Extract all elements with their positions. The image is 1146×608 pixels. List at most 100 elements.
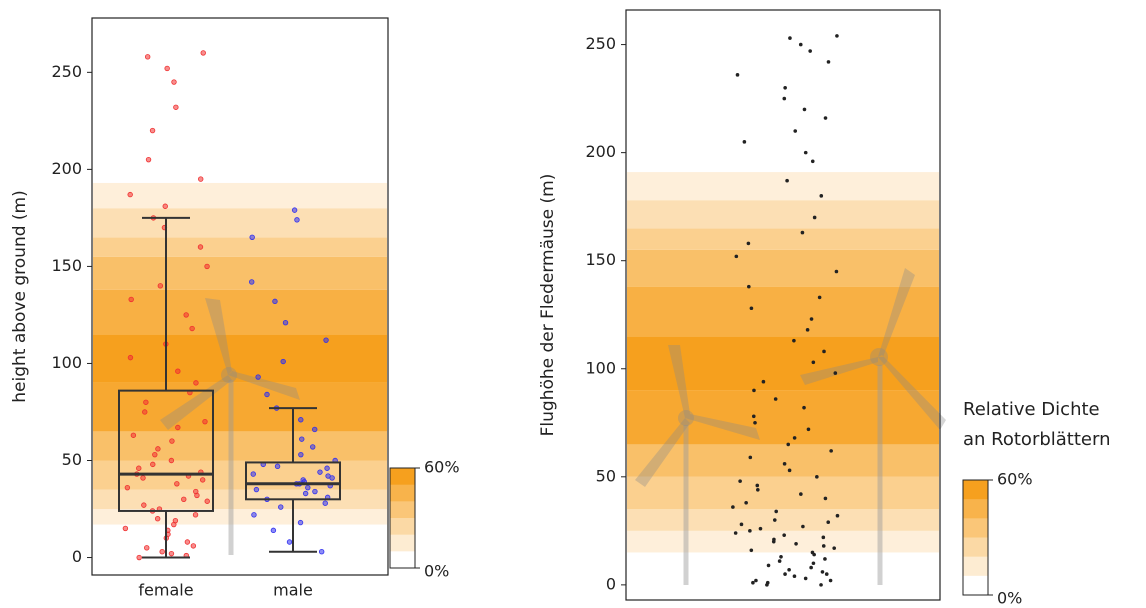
density-band bbox=[93, 237, 387, 257]
data-point bbox=[272, 298, 278, 305]
data-point bbox=[175, 368, 181, 374]
data-point bbox=[739, 522, 744, 527]
data-point bbox=[324, 465, 330, 471]
data-point bbox=[127, 354, 134, 361]
data-point bbox=[811, 360, 816, 365]
data-point bbox=[172, 517, 179, 524]
data-point bbox=[821, 544, 826, 548]
density-band bbox=[627, 200, 939, 229]
data-point bbox=[829, 449, 833, 453]
data-point bbox=[162, 203, 168, 209]
data-point bbox=[800, 230, 805, 235]
data-point bbox=[274, 463, 281, 470]
y-tick-label: 150 bbox=[585, 250, 616, 269]
data-point bbox=[810, 550, 815, 555]
data-point bbox=[143, 399, 149, 405]
data-point bbox=[175, 424, 181, 431]
data-point bbox=[819, 194, 824, 198]
marks bbox=[118, 50, 341, 561]
data-point bbox=[130, 432, 137, 438]
legend-swatch bbox=[390, 484, 415, 502]
data-point bbox=[823, 557, 827, 561]
data-point bbox=[822, 349, 826, 354]
density-band bbox=[627, 228, 939, 250]
density-band bbox=[93, 489, 387, 510]
data-point bbox=[173, 104, 179, 110]
data-point bbox=[758, 526, 763, 531]
data-point bbox=[828, 578, 833, 583]
data-point bbox=[735, 73, 740, 77]
legend-swatch bbox=[963, 556, 988, 577]
data-point bbox=[174, 481, 180, 487]
data-point bbox=[154, 516, 161, 522]
data-point bbox=[774, 509, 779, 514]
y-tick-label: 250 bbox=[51, 62, 82, 81]
data-point bbox=[761, 379, 766, 384]
data-point bbox=[142, 409, 148, 415]
data-point bbox=[294, 217, 300, 223]
data-point bbox=[806, 427, 811, 432]
data-point bbox=[765, 580, 770, 585]
density-band bbox=[93, 334, 387, 383]
y-axis-label: Flughöhe der Fledermäuse (m) bbox=[538, 174, 558, 437]
legend-swatch bbox=[390, 518, 415, 536]
data-point bbox=[747, 284, 751, 289]
data-point bbox=[772, 537, 776, 542]
legend-tick-label: 60% bbox=[997, 470, 1033, 489]
y-tick-label: 250 bbox=[585, 34, 616, 53]
data-point bbox=[751, 414, 756, 419]
data-point bbox=[786, 442, 791, 447]
data-point bbox=[317, 469, 323, 475]
data-point bbox=[145, 156, 152, 163]
data-point bbox=[788, 36, 792, 40]
data-point bbox=[168, 550, 175, 557]
data-point bbox=[783, 572, 787, 576]
data-point bbox=[270, 527, 277, 534]
data-point bbox=[805, 328, 810, 332]
plot-frame bbox=[625, 9, 941, 601]
data-point bbox=[742, 140, 747, 144]
data-point bbox=[746, 241, 751, 246]
data-point bbox=[799, 492, 803, 496]
y-tick-label: 50 bbox=[62, 450, 82, 469]
data-point bbox=[141, 502, 147, 508]
data-point bbox=[748, 455, 753, 460]
data-point bbox=[184, 539, 191, 545]
density-band bbox=[627, 172, 939, 201]
density-band bbox=[93, 208, 387, 238]
legend-tick-label: 0% bbox=[997, 589, 1022, 605]
data-point bbox=[820, 570, 825, 574]
density-bands bbox=[93, 182, 387, 525]
legend-title: an Rotorblättern bbox=[963, 429, 1110, 450]
data-point bbox=[833, 371, 838, 375]
data-point bbox=[149, 127, 156, 134]
data-point bbox=[322, 500, 328, 506]
data-point bbox=[787, 468, 792, 473]
x-tick-label: female bbox=[138, 581, 193, 600]
data-point bbox=[199, 477, 206, 483]
data-point bbox=[783, 86, 787, 90]
data-point bbox=[794, 542, 798, 546]
data-point bbox=[305, 484, 311, 491]
legend-tick-label: 60% bbox=[424, 458, 460, 477]
legend-swatch bbox=[390, 551, 415, 569]
density-band bbox=[93, 289, 387, 335]
density-band bbox=[93, 256, 387, 290]
data-point bbox=[302, 490, 309, 497]
y-tick-label: 100 bbox=[585, 358, 616, 377]
legend-tick-label: 0% bbox=[424, 562, 449, 581]
data-point bbox=[128, 296, 134, 303]
density-band bbox=[627, 336, 939, 391]
data-point bbox=[122, 525, 129, 532]
data-point bbox=[802, 405, 806, 410]
data-point bbox=[159, 549, 165, 555]
data-point bbox=[300, 477, 306, 483]
data-point bbox=[782, 96, 787, 101]
data-point bbox=[204, 263, 210, 270]
data-point bbox=[792, 338, 796, 343]
data-point bbox=[751, 580, 755, 585]
data-point bbox=[253, 486, 260, 493]
data-point bbox=[749, 306, 754, 311]
data-point bbox=[773, 397, 778, 401]
wind-turbine bbox=[635, 268, 946, 585]
